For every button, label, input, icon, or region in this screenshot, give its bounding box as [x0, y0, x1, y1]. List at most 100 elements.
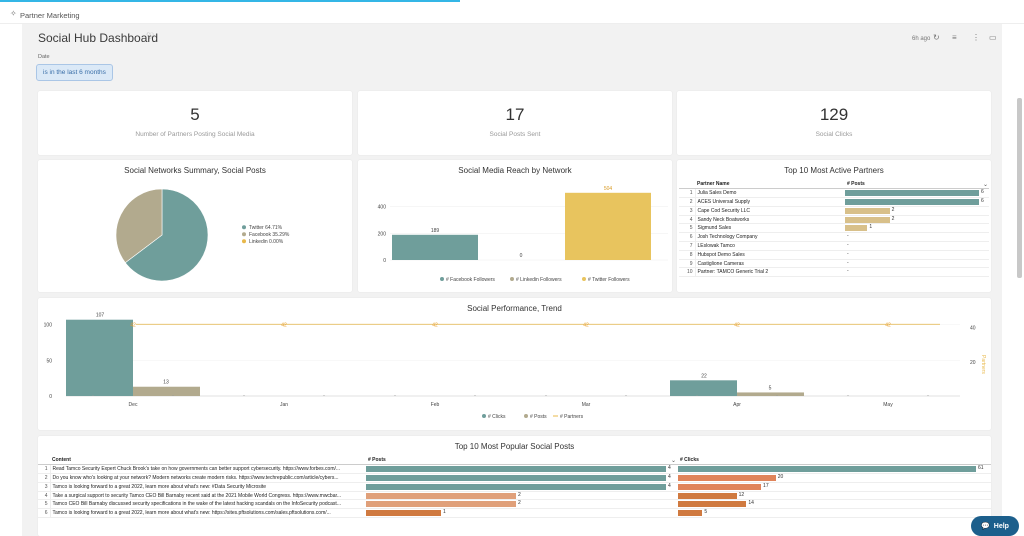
x-tick-label: Mar	[582, 402, 591, 408]
table-row[interactable]: 3 Cape Cod Security LLC 2	[679, 206, 989, 216]
posts-value: -	[847, 233, 849, 240]
table-row[interactable]: 8 Hubspot Demo Sales -	[679, 250, 989, 260]
reach-chart: 0 200 400 189 0 504 # Facebook Followers # Link…	[378, 186, 668, 283]
y-tick-label: 400	[378, 205, 387, 211]
zero-marker	[243, 395, 245, 396]
folder-icon[interactable]: ▭	[989, 33, 997, 42]
dashboard-header: Social Hub Dashboard ♡ 6h ago ↻ ≡ ⋮ ▭ Da…	[22, 24, 1002, 81]
posts-value: 4	[668, 465, 671, 472]
column-header-content[interactable]: Content	[50, 456, 366, 466]
column-header-posts[interactable]: # Posts	[366, 456, 678, 466]
row-number: 10	[679, 267, 696, 278]
posts-value: 6	[981, 189, 984, 196]
legend-label: # Clicks	[488, 414, 506, 420]
table-row[interactable]: 7 LEslowak Tamco -	[679, 241, 989, 251]
y-tick-label: 100	[44, 323, 53, 329]
table-row[interactable]: 10 Partner: TAMCO Generic Trial 2 -	[679, 267, 989, 278]
posts-cell: -	[845, 250, 989, 260]
dashboard-title: Social Hub Dashboard	[38, 31, 159, 45]
table-row[interactable]: 6 Josh Technology Company -	[679, 232, 989, 243]
posts-value: -	[847, 259, 849, 266]
posts-bar	[366, 501, 516, 508]
table-row[interactable]: 5 Sigmund Sales 1	[679, 223, 989, 234]
filter-icon[interactable]: ≡	[952, 33, 957, 42]
row-number: 5	[679, 223, 696, 234]
pin-icon[interactable]: ✧	[10, 9, 17, 18]
clicks-bar	[670, 380, 737, 396]
posts-value: 1	[869, 224, 873, 231]
posts-table-card: Top 10 Most Popular Social Posts Content…	[38, 436, 991, 536]
posts-cell: 2	[366, 499, 678, 510]
posts-bar	[845, 190, 979, 197]
column-header-partner-name[interactable]: Partner Name	[695, 180, 845, 190]
refresh-icon[interactable]: ↻	[933, 33, 940, 42]
legend-label: # Partners	[560, 414, 584, 420]
favorite-icon[interactable]: ♡	[146, 31, 155, 41]
clicks-value: 5	[704, 509, 708, 516]
column-header-clicks[interactable]: # Clicks	[678, 456, 991, 466]
content-cell: Read Tamco Security Expert Chuck Brook's…	[50, 464, 366, 475]
posts-cell: 2	[366, 491, 678, 501]
table-row[interactable]: 9 Castiglione Cameras -	[679, 259, 989, 269]
legend-label: # Linkedin Followers	[516, 277, 562, 283]
clicks-bar	[678, 501, 747, 508]
clicks-cell: 14	[678, 499, 991, 510]
date-filter-chip[interactable]: is in the last 6 months	[36, 64, 113, 81]
column-header-posts[interactable]: # Posts	[845, 180, 989, 190]
zero-marker	[847, 395, 849, 396]
pie-chart-card: Social Networks Summary, Social Posts Tw…	[38, 160, 352, 292]
table-row[interactable]: 6 Tamco is looking forward to a great 20…	[38, 508, 991, 519]
table-row[interactable]: 4 Sandy Neck Boatworks 2	[679, 215, 989, 225]
reach-chart-title: Social Media Reach by Network	[458, 166, 572, 175]
partner-name-cell: Castiglione Cameras	[695, 259, 845, 269]
table-row[interactable]: 5 Tamco CEO Bill Barnaby discussed secur…	[38, 499, 991, 510]
legend-label: # Posts	[530, 414, 547, 420]
clicks-bar	[678, 466, 976, 473]
partner-name-cell: Sigmund Sales	[695, 223, 845, 234]
y2-tick-label: 40	[970, 326, 976, 332]
table-row[interactable]: 4 Take a surgical support to security Ta…	[38, 491, 991, 501]
trend-chart-title: Social Performance, Trend	[467, 304, 562, 313]
table-row[interactable]: 2 Do you know who's looking at your netw…	[38, 473, 991, 483]
posts-bar	[845, 207, 890, 214]
pie-slice-facebook	[115, 188, 163, 264]
row-number: 2	[38, 473, 51, 483]
table-row[interactable]: 2 ACES Universal Supply 6	[679, 197, 989, 207]
clicks-cell: 12	[678, 491, 991, 501]
chevron-down-icon[interactable]: ⌄	[983, 182, 989, 188]
clicks-value: 17	[763, 482, 769, 489]
row-number: 1	[679, 188, 696, 199]
dashboard-frame: Social Hub Dashboard ♡ 6h ago ↻ ≡ ⋮ ▭ Da…	[22, 24, 1002, 536]
kpi-label: Social Posts Sent	[489, 131, 541, 138]
clicks-bar	[66, 319, 133, 396]
bar-data-label: 107	[96, 313, 105, 319]
posts-bar	[366, 466, 666, 473]
app-title: Partner Marketing	[20, 11, 80, 20]
bar-data-label: 5	[769, 385, 772, 391]
clicks-value: 61	[978, 465, 984, 472]
pie-chart: Twitter 64.71%Facebook 35.29%Linkedin 0.…	[115, 188, 290, 282]
posts-value: 2	[891, 215, 895, 222]
y-tick-label: 200	[378, 231, 387, 237]
row-number: 4	[38, 491, 51, 501]
y-tick-label: 0	[383, 258, 386, 264]
help-button[interactable]: 💬 Help	[971, 516, 1019, 536]
table-row[interactable]: 3 Tamco is looking forward to a great 20…	[38, 482, 991, 492]
table-row[interactable]: 1 Read Tamco Security Expert Chuck Brook…	[38, 464, 991, 475]
line-data-label: 42	[281, 322, 287, 328]
clicks-cell: 5	[678, 508, 991, 519]
partners-table: Partner Name # Posts 1 Julia Sales Demo …	[679, 180, 989, 278]
page-scrollbar[interactable]	[1017, 98, 1022, 278]
posts-bar	[366, 483, 666, 490]
more-options-icon[interactable]: ⋮	[972, 33, 980, 42]
legend-label: Twitter 64.71%	[249, 225, 283, 231]
chevron-down-icon[interactable]: ⌄	[671, 458, 677, 464]
partner-name-cell: Hubspot Demo Sales	[695, 250, 845, 260]
bar-1	[392, 234, 478, 260]
table-row[interactable]: 1 Julia Sales Demo 6	[679, 188, 989, 199]
zero-marker	[696, 395, 698, 396]
partner-name-cell: Josh Technology Company	[695, 232, 845, 243]
partner-name-cell: Sandy Neck Boatworks	[695, 215, 845, 225]
posts-cell: -	[845, 259, 989, 269]
posts-value: 6	[981, 198, 984, 205]
